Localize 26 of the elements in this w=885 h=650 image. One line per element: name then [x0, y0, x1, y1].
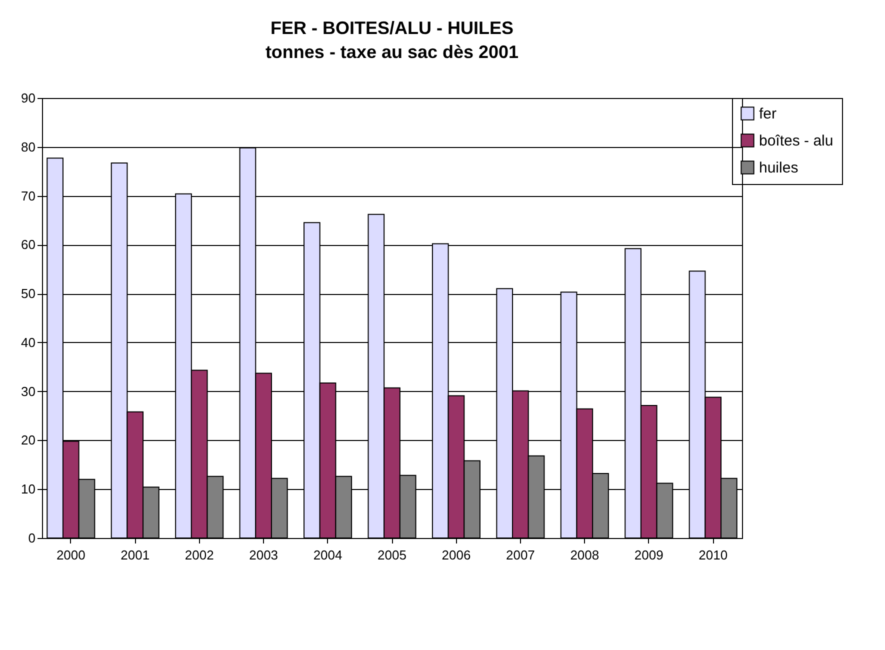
x-tick-label: 2003 [249, 548, 278, 562]
x-tick-label: 2004 [313, 548, 342, 562]
legend-label: fer [759, 106, 777, 122]
x-tick-label: 2000 [56, 548, 86, 562]
y-tick-label: 40 [21, 334, 36, 350]
legend-label: huiles [759, 160, 798, 176]
y-tick-label: 80 [21, 139, 36, 154]
x-tick-label: 2009 [634, 548, 664, 562]
x-tick-label: 2008 [570, 548, 600, 562]
y-tick-label: 90 [21, 90, 36, 106]
x-tick-label: 2001 [120, 548, 150, 562]
x-tick-label: 2007 [506, 548, 535, 562]
x-tick-label: 2006 [442, 548, 471, 562]
chart-subtitle: tonnes - taxe au sac dès 2001 [265, 42, 519, 62]
legend-label: boîtes - alu [759, 132, 834, 150]
y-tick-label: 10 [21, 482, 36, 497]
y-tick-label: 0 [28, 530, 36, 546]
y-tick-label: 20 [21, 432, 36, 448]
chart-title: FER - BOITES/ALU - HUILES [270, 18, 514, 38]
y-tick-label: 70 [21, 188, 36, 204]
y-tick-label: 60 [21, 237, 36, 252]
y-tick-label: 50 [21, 286, 36, 302]
y-tick-label: 30 [21, 384, 36, 399]
x-tick-label: 2010 [698, 548, 728, 562]
x-tick-label: 2002 [184, 548, 214, 562]
x-tick-label: 2005 [378, 548, 406, 562]
